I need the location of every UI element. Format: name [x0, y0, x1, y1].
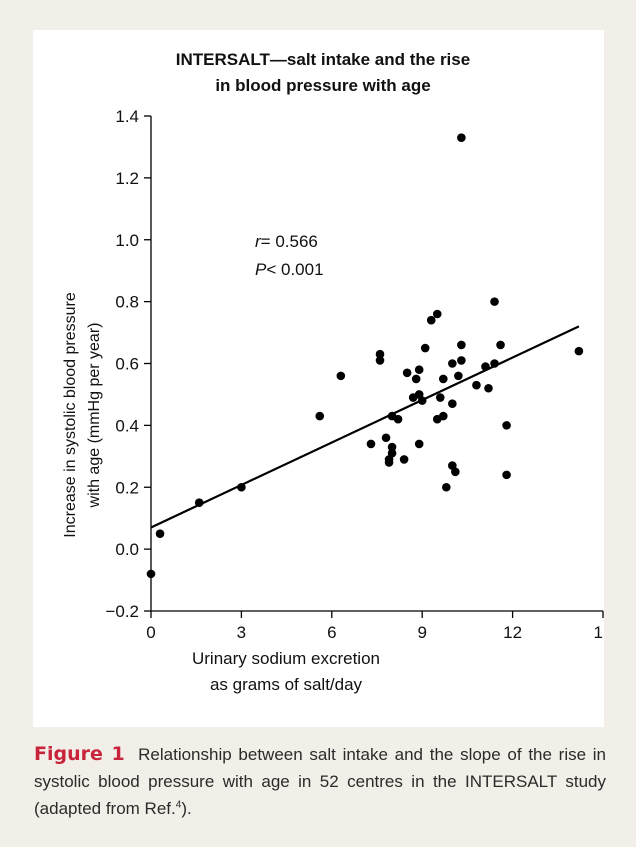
data-point: [451, 467, 460, 477]
data-point: [336, 371, 346, 381]
data-point: [402, 368, 412, 378]
figure-label: Figure 1: [34, 743, 125, 765]
y-axis-label-line1: Increase in systolic blood pressure: [62, 292, 79, 538]
data-point: [414, 439, 424, 449]
data-point: [420, 343, 430, 353]
data-point: [399, 455, 409, 464]
data-point: [574, 346, 584, 356]
x-axis-label-line1: Urinary sodium excretion: [192, 649, 380, 668]
data-point: [432, 309, 442, 319]
data-point: [155, 529, 165, 538]
data-point: [438, 374, 448, 384]
data-point: [481, 362, 490, 371]
chart-title-line1: INTERSALT—salt intake and the rise: [176, 50, 470, 69]
annotation-p-value: < 0.001: [266, 260, 323, 279]
annotation-r-value: = 0.566: [261, 232, 318, 251]
caption-end: ).: [181, 799, 192, 818]
data-point: [375, 356, 385, 365]
data-point: [435, 393, 445, 402]
data-point: [384, 458, 394, 467]
x-tick-label: 3: [237, 623, 246, 642]
data-point: [457, 356, 466, 365]
data-point: [484, 383, 493, 393]
data-point: [393, 414, 403, 424]
data-point: [375, 349, 385, 359]
y-axis-label-line2: with age (mmHg per year): [86, 323, 103, 509]
y-tick-label: −0.2: [105, 602, 139, 621]
data-point: [502, 470, 511, 480]
scatter-chart: INTERSALT—salt intake and the rise in bl…: [62, 50, 604, 694]
y-tick-label: 0.8: [115, 293, 139, 312]
annotation-p: P< 0.001: [255, 260, 324, 279]
y-tick-label: 0.0: [115, 540, 139, 559]
data-point: [381, 433, 391, 443]
x-tick-label: 12: [503, 623, 522, 642]
y-tick-label: 1.4: [115, 107, 139, 126]
data-point: [146, 569, 156, 579]
data-point: [442, 482, 451, 492]
data-point: [438, 411, 448, 421]
y-tick-label: 1.2: [115, 169, 139, 188]
x-tick-label: 0: [146, 623, 155, 642]
y-tick-label: 0.2: [115, 478, 139, 497]
caption-text: Relationship between salt intake and the…: [34, 745, 606, 818]
data-point: [472, 380, 481, 390]
x-tick-label: 9: [417, 623, 426, 642]
data-point: [457, 133, 466, 142]
annotation-r-symbol: r: [255, 232, 262, 251]
x-tick-label: 15: [594, 623, 604, 642]
x-axis-label-line2: as grams of salt/day: [210, 675, 363, 694]
x-tick-label: 6: [327, 623, 336, 642]
regression-line: [150, 325, 580, 529]
annotation-p-symbol: P: [255, 260, 267, 279]
caption-reference: 4: [175, 799, 182, 811]
data-point: [426, 315, 436, 325]
data-point: [448, 359, 457, 368]
data-point: [387, 442, 397, 452]
annotation-r: r= 0.566: [255, 232, 318, 251]
data-point: [237, 482, 246, 492]
data-point: [417, 396, 427, 405]
figure-caption: Figure 1 Relationship between salt intak…: [34, 741, 606, 822]
y-tick-label: 0.4: [115, 416, 139, 435]
data-point: [448, 399, 457, 409]
figure-panel: INTERSALT—salt intake and the rise in bl…: [33, 30, 604, 727]
chart-title-line2: in blood pressure with age: [215, 76, 430, 95]
data-point: [490, 297, 499, 306]
y-tick-label: 0.6: [115, 355, 139, 374]
data-point: [496, 340, 505, 350]
data-point: [411, 374, 421, 384]
data-point: [194, 498, 204, 508]
data-point: [502, 421, 511, 430]
y-axis-label: Increase in systolic blood pressure with…: [62, 292, 103, 538]
data-point: [387, 448, 397, 458]
data-point: [315, 411, 325, 421]
data-point: [490, 359, 499, 368]
data-point: [414, 365, 424, 374]
data-point: [454, 371, 463, 381]
data-point: [457, 340, 466, 350]
y-tick-label: 1.0: [115, 231, 139, 250]
data-point: [366, 439, 376, 449]
